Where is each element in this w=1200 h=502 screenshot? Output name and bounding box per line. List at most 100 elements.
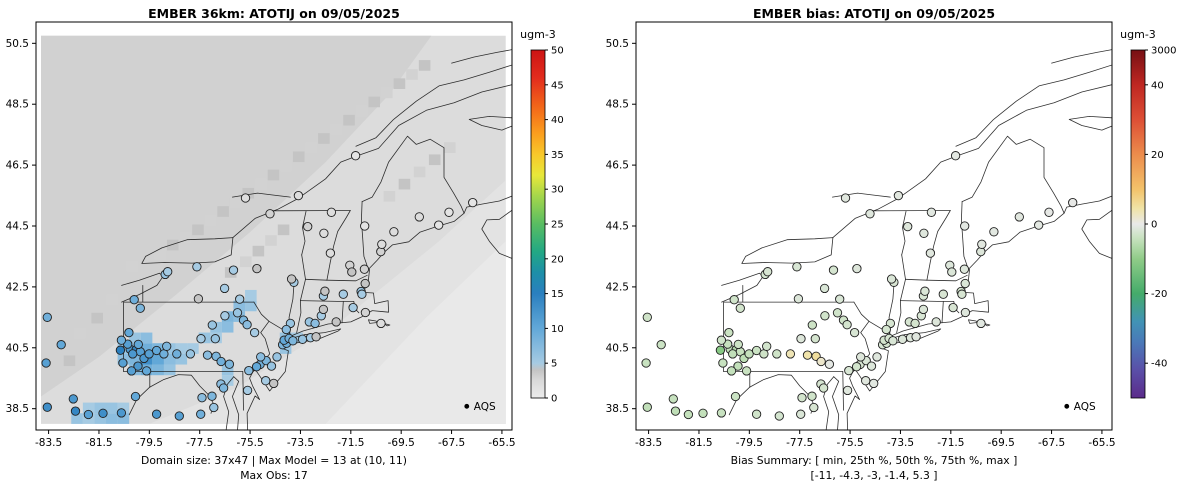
model-grid-cell (94, 413, 107, 424)
station-point (733, 339, 743, 350)
y-tick-label: 42.5 (6, 281, 29, 293)
bias-map-plot: -83.5 -81.5 -79.5 -77.5 -75.5 -73.5 -71.5 -69.5… (606, 21, 1176, 449)
legend-label: AQS (1074, 401, 1096, 413)
colorbar-tick-label: 20 (551, 254, 564, 265)
station-points-layer (641, 151, 1078, 421)
station-point (1014, 212, 1024, 222)
colorbar-units-label: ugm-3 (520, 28, 556, 41)
station-point (144, 349, 154, 359)
x-tick-label: -65.5 (1088, 437, 1115, 449)
colorbar-tick-label: 15 (551, 289, 564, 300)
model-grid-cell (292, 151, 305, 163)
station-point (741, 366, 752, 376)
station-point (1068, 197, 1078, 208)
model-grid-cell (280, 160, 292, 172)
station-point (244, 365, 254, 376)
station-point (130, 391, 141, 402)
colorbar-tick-label: 20 (1151, 150, 1164, 161)
station-point (872, 352, 882, 362)
station-point (802, 350, 813, 360)
model-panel-title: EMBER 36km: ATOTIJ on 09/05/2025 (148, 6, 400, 21)
station-point (641, 358, 651, 368)
station-point (809, 402, 819, 413)
station-point (210, 334, 220, 344)
station-point (434, 220, 444, 230)
model-grid-cell (163, 353, 176, 365)
station-point (128, 349, 138, 359)
station-point (897, 334, 908, 344)
model-grid-cell (192, 224, 204, 236)
station-point (360, 307, 371, 318)
x-tick-label: -73.5 (887, 437, 914, 449)
model-grid-cell (279, 343, 292, 354)
colorbar-tick-label: -20 (1151, 289, 1167, 300)
station-point (219, 283, 230, 294)
station-point (668, 394, 678, 404)
station-point (893, 190, 904, 201)
station-point (656, 340, 666, 350)
station-point (820, 311, 830, 321)
station-point (947, 267, 957, 277)
station-point (989, 227, 999, 237)
y-tick-label: 44.5 (6, 221, 29, 233)
model-grid-cell (255, 178, 267, 190)
panel-bias: EMBER bias: ATOTIJ on 09/05/2025 -83.5 -8… (600, 0, 1200, 502)
y-tick-label: 50.5 (6, 38, 29, 50)
station-point (319, 228, 329, 238)
station-point (842, 320, 852, 330)
station-point (141, 366, 152, 376)
model-grid-cell (129, 332, 141, 344)
station-point (240, 193, 251, 203)
station-point (844, 365, 854, 376)
station-point (807, 320, 817, 330)
x-tick-label: -65.5 (488, 437, 515, 449)
station-point (959, 264, 970, 274)
station-point (42, 402, 52, 412)
map-area (641, 49, 1112, 430)
model-grid-cell (221, 375, 234, 386)
station-point (311, 332, 321, 342)
station-point (272, 352, 282, 362)
legend: AQS (464, 401, 496, 413)
x-tick-label: -77.5 (186, 437, 213, 449)
station-point (281, 324, 291, 335)
model-grid-cell (140, 332, 153, 344)
station-point (793, 294, 804, 304)
station-point (698, 408, 708, 418)
station-point (256, 352, 266, 362)
model-grid-cell (152, 364, 164, 376)
colorbar-tick-label: 50 (551, 46, 564, 57)
bias-panel-title: EMBER bias: ATOTIJ on 09/05/2025 (752, 6, 996, 21)
colorbar-tick-label: 40 (551, 115, 564, 126)
station-point (196, 409, 206, 419)
station-point (318, 304, 329, 315)
x-tick-label: -69.5 (988, 437, 1015, 449)
y-tick-label: 42.5 (606, 281, 629, 293)
station-point (772, 349, 782, 359)
model-grid-cell (444, 142, 456, 153)
model-grid-cell (355, 105, 368, 117)
station-point (297, 334, 308, 344)
model-grid-cell (242, 187, 255, 199)
station-point (129, 295, 139, 305)
map-area (41, 35, 512, 430)
station-point (326, 207, 337, 217)
station-point (347, 267, 357, 277)
model-grid-cell (166, 239, 179, 251)
model-grid-cell (163, 364, 176, 376)
station-point (735, 303, 745, 313)
station-point (960, 221, 970, 231)
station-point (840, 193, 851, 203)
station-point (866, 361, 877, 371)
station-point (759, 349, 769, 359)
station-point (348, 302, 358, 313)
model-grid-cell (229, 197, 242, 208)
station-point (886, 274, 897, 284)
model-grid-cell (117, 413, 130, 424)
axes: -83.5 -81.5 -79.5 -77.5 -75.5 -73.5 -71.5 -69.5… (6, 21, 516, 449)
x-tick-label: -81.5 (85, 437, 112, 449)
model-grid-cell (383, 190, 396, 202)
station-point (716, 335, 727, 345)
station-point (228, 265, 239, 275)
station-point (919, 228, 929, 238)
